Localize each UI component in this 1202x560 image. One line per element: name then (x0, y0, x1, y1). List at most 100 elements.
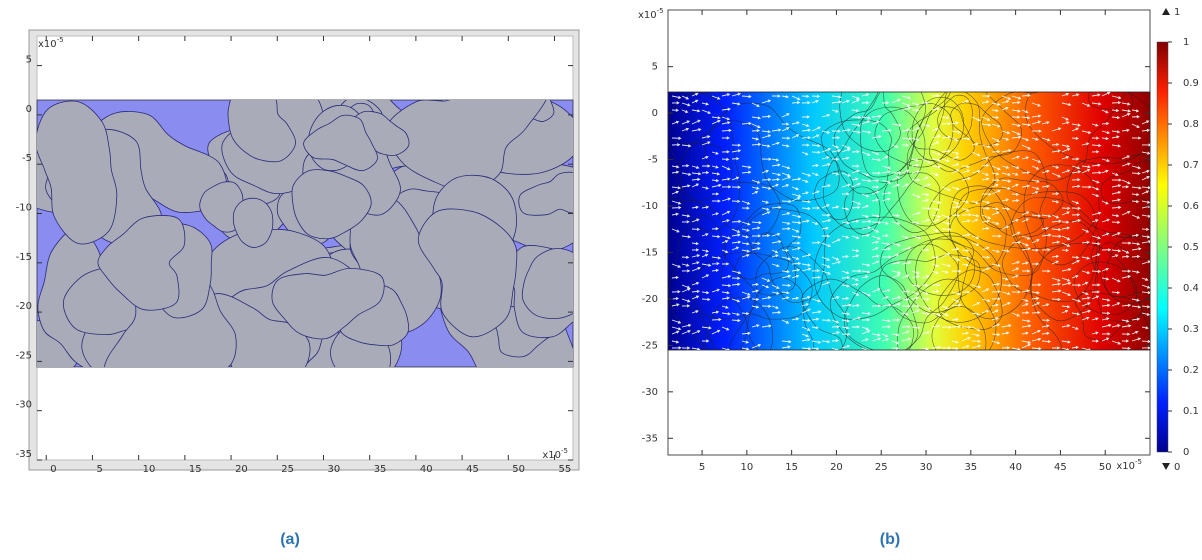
contour (1066, 154, 1150, 238)
y-tick-label: 0 (26, 104, 32, 115)
grain (97, 215, 186, 311)
contour (691, 252, 813, 320)
contour (843, 275, 919, 350)
contour (668, 92, 741, 232)
x-tick-label: 0 (50, 464, 56, 475)
x-tick-label: 15 (785, 462, 798, 473)
colorbar-tick-label: 0.1 (1183, 406, 1199, 417)
contour (829, 243, 959, 350)
multiplier-base: x10 (542, 450, 561, 461)
y-tick-label: -25 (642, 340, 658, 351)
panel-label: (a) (280, 531, 300, 548)
y-tick-label: 5 (26, 55, 32, 66)
x-tick-label: 50 (1099, 462, 1112, 473)
colorbar-tick-label: 0.8 (1183, 119, 1199, 130)
grains (37, 100, 573, 367)
contour (1074, 261, 1138, 316)
grain (291, 169, 372, 240)
contour (747, 277, 815, 350)
contour (928, 92, 1022, 172)
contour (844, 186, 881, 235)
grain (521, 247, 573, 320)
colorbar (1156, 41, 1169, 453)
contour (813, 216, 936, 320)
contour (1091, 232, 1150, 322)
multiplier-exponent: -5 (1135, 458, 1142, 466)
contour (1023, 164, 1100, 266)
multiplier-exponent: -5 (561, 447, 568, 455)
colorbar-tick-label: 0.9 (1183, 78, 1199, 89)
x-tick-label: 50 (512, 464, 525, 475)
y-tick-label: -5 (22, 153, 32, 164)
contour (728, 246, 848, 350)
contour (880, 231, 974, 314)
y-tick-label: 0 (652, 108, 658, 119)
y-tick-label: -35 (642, 433, 658, 444)
contour (911, 96, 964, 161)
contour (704, 102, 840, 202)
colorbar-tick-label: 0.6 (1183, 201, 1199, 212)
grain (518, 171, 573, 216)
contour (722, 203, 802, 296)
y-tick-label: 5 (652, 62, 658, 73)
y-tick-label: -30 (16, 400, 32, 411)
contour (1030, 243, 1150, 350)
contour (1095, 242, 1150, 298)
min-marker (1162, 463, 1170, 470)
x-tick-label: 5 (699, 462, 705, 473)
contour (1025, 92, 1150, 165)
contour (931, 305, 987, 350)
y-tick-label: -15 (642, 247, 658, 258)
contour (734, 232, 789, 280)
multiplier-exponent: -5 (657, 7, 664, 15)
x-tick-label: 20 (235, 464, 248, 475)
grain (417, 208, 518, 338)
grain (303, 114, 378, 172)
contour (839, 92, 901, 152)
y-tick-label: -30 (642, 387, 658, 398)
x-tick-label: 25 (875, 462, 888, 473)
x-tick-label: 35 (964, 462, 977, 473)
x-tick-label: 25 (281, 464, 294, 475)
contour (746, 208, 826, 303)
x-tick-label: 20 (830, 462, 843, 473)
y-tick-label: -20 (642, 294, 658, 305)
x-tick-label: 10 (740, 462, 753, 473)
contour (956, 187, 1096, 249)
contour (874, 103, 954, 168)
x-tick-label: 15 (189, 464, 202, 475)
contour (1088, 92, 1134, 114)
multiplier-base: x10 (638, 10, 657, 21)
axis-multiplier: x10-5 (38, 36, 64, 50)
contour (950, 102, 1003, 146)
y-tick-label: -25 (16, 350, 32, 361)
x-tick-label: 40 (420, 464, 433, 475)
y-tick-label: -35 (16, 449, 32, 460)
y-tick-label: -10 (16, 202, 32, 213)
contour (1104, 235, 1150, 304)
contour (814, 170, 854, 220)
axis-multiplier: x10-5 (638, 7, 664, 21)
contour (949, 205, 1007, 269)
axis-multiplier: x10-5 (542, 447, 568, 461)
panel-label: (b) (880, 531, 900, 548)
grain (271, 267, 385, 340)
x-tick-label: 55 (559, 464, 572, 475)
arrows (671, 92, 1150, 350)
contour (668, 304, 707, 350)
contour (833, 92, 926, 183)
colorbar-tick-label: 1 (1183, 37, 1189, 48)
contour (981, 92, 1126, 181)
x-tick-label: 40 (1009, 462, 1022, 473)
contour (1074, 290, 1142, 341)
contour (928, 150, 1048, 277)
x-tick-label: 45 (466, 464, 479, 475)
colorbar-tick-label: 0.5 (1183, 242, 1199, 253)
grain (232, 197, 274, 248)
x-tick-label: 10 (143, 464, 156, 475)
contour (896, 158, 969, 227)
contour (907, 106, 975, 161)
contour (821, 119, 892, 195)
y-tick-label: -5 (648, 155, 658, 166)
